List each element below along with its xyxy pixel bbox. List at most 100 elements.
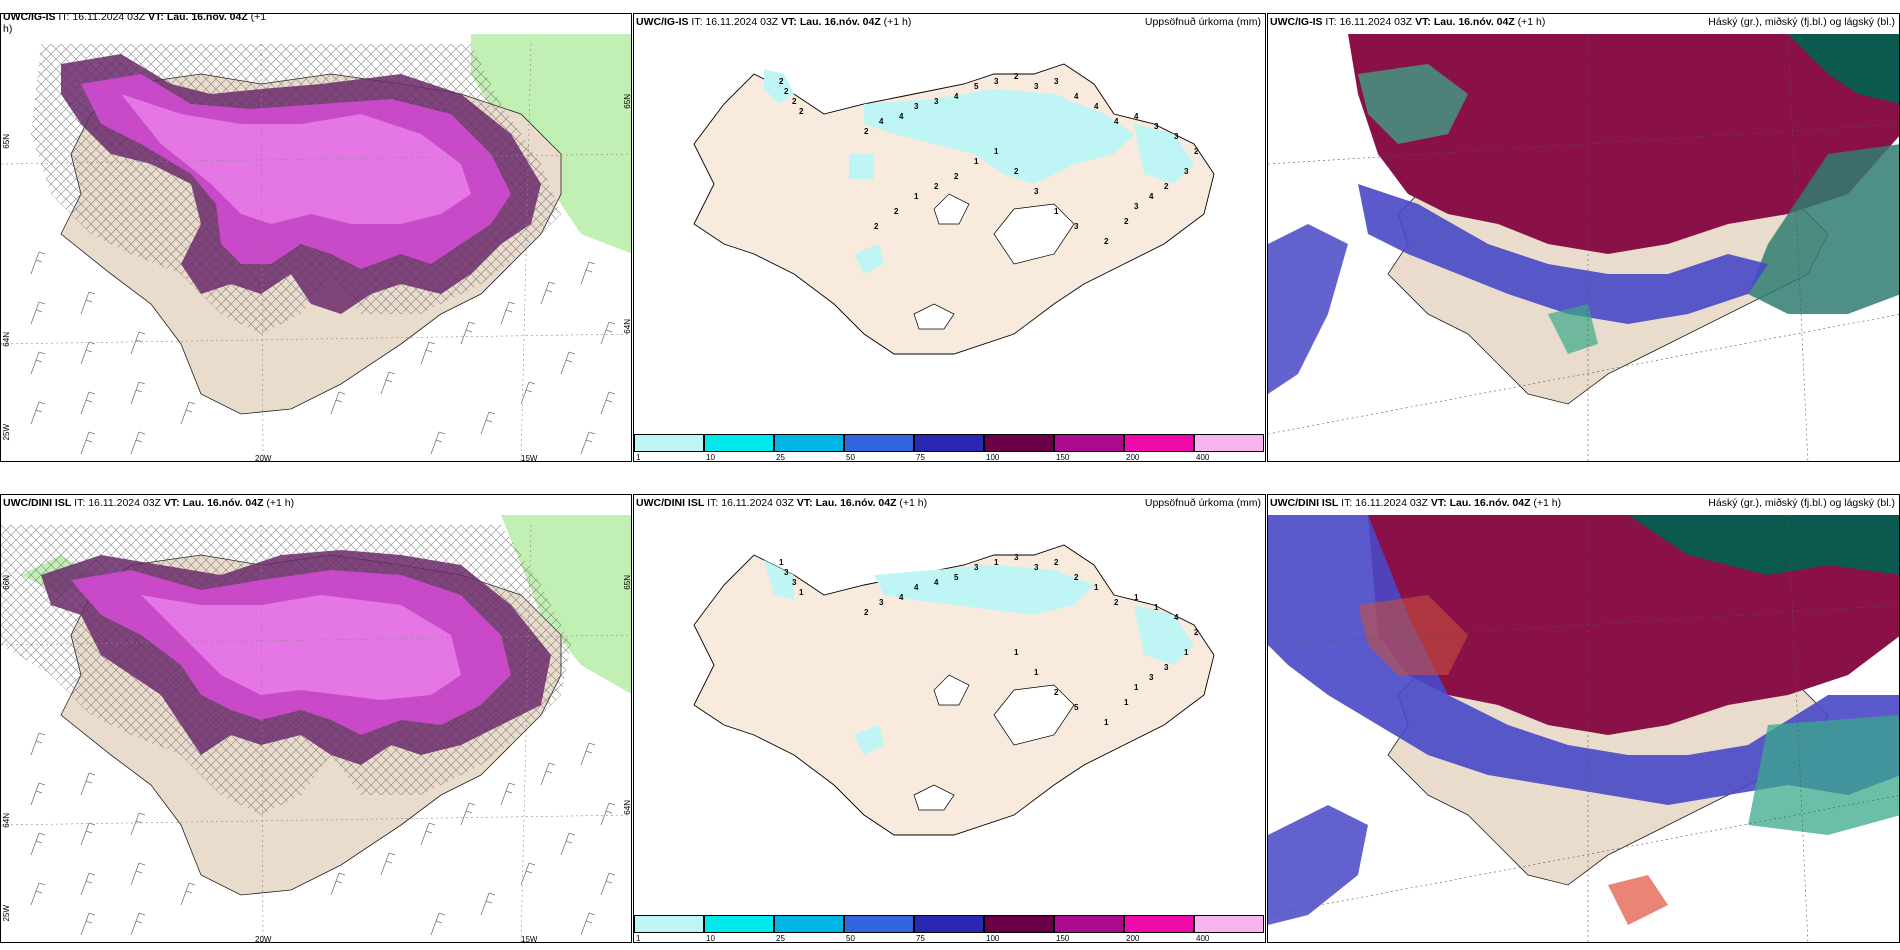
- precip-value-label: 1: [994, 147, 999, 156]
- panel-title: UWC/DINI ISL IT: 16.11.2024 03Z VT: Lau.…: [3, 497, 294, 509]
- precip-wind-map: [1, 495, 631, 942]
- precip-shade-3: [1134, 605, 1194, 665]
- precip-value-label: 1: [974, 157, 979, 166]
- lat-label-65n: 65N: [2, 134, 11, 149]
- precip-value-label: 2: [1114, 598, 1119, 607]
- glacier-3: [913, 303, 955, 330]
- colorbar-swatch: [1124, 915, 1194, 933]
- vt-value: Lau. 16.nóv. 04Z: [166, 13, 248, 23]
- colorbar-level-label: 75: [916, 934, 925, 943]
- precip-value-label: 1: [1134, 593, 1139, 602]
- colorbar-swatch: [984, 915, 1054, 933]
- it-label: IT:: [74, 497, 86, 509]
- precip-value-label: 3: [1014, 553, 1019, 562]
- precip-value-label: 4: [1134, 112, 1139, 121]
- panel-top-left: UWC/IG-IS IT: 16.11.2024 03Z VT: Lau. 16…: [0, 13, 632, 462]
- colorbar-swatch: [844, 434, 914, 452]
- colorbar-level-label: 400: [1196, 453, 1210, 462]
- precip-shade-3: [1134, 124, 1194, 184]
- it-value: 16.11.2024 03Z: [88, 497, 161, 509]
- glacier-2: [933, 674, 970, 706]
- colorbar-level-label: 200: [1126, 453, 1140, 462]
- colorbar-swatch: [914, 915, 984, 933]
- lead-time: (+1 h): [266, 497, 295, 509]
- precip-value-label: 3: [994, 77, 999, 86]
- it-label: IT:: [1325, 16, 1337, 28]
- precip-value-label: 2: [934, 182, 939, 191]
- field-title: Uppsöfnuð úrkoma (mm): [1144, 497, 1261, 509]
- precip-value-label: 1: [779, 558, 784, 567]
- it-label: IT:: [707, 497, 719, 509]
- precip-value-label: 3: [914, 102, 919, 111]
- precip-value-label: 5: [974, 82, 979, 91]
- precip-value-label: 2: [864, 608, 869, 617]
- precip-value-label: 1: [1054, 207, 1059, 216]
- lat-label-right-65n: 65N: [623, 575, 632, 590]
- colorbar-swatch: [704, 915, 774, 933]
- glacier-2: [933, 193, 970, 225]
- colorbar-level-label: 400: [1196, 934, 1210, 943]
- precip-value-label: 3: [1164, 663, 1169, 672]
- precip-shade-5: [854, 244, 884, 274]
- precip-value-label: 2: [1194, 628, 1199, 637]
- precip-value-label: 2: [799, 107, 804, 116]
- precip-value-label: 3: [879, 598, 884, 607]
- precip-value-label: 1: [1034, 668, 1039, 677]
- lon-label-15w: 15W: [521, 454, 538, 462]
- lat-label-66n: 66N: [2, 575, 11, 590]
- it-label: IT:: [1341, 497, 1353, 509]
- panel-title: UWC/IG-IS IT: 16.11.2024 03Z VT: Lau. 16…: [3, 13, 266, 35]
- model-name: UWC/DINI ISL: [1270, 497, 1339, 509]
- vt-label: VT:: [148, 13, 164, 23]
- colorbar-swatch: [914, 434, 984, 452]
- colorbar-level-label: 150: [1056, 934, 1070, 943]
- high-cloud-green: [1788, 34, 1899, 104]
- lat-label-64n: 64N: [2, 813, 11, 828]
- vt-value: Lau. 16.nóv. 04Z: [815, 497, 897, 509]
- vt-value: Lau. 16.nóv. 04Z: [799, 16, 881, 28]
- colorbar-swatch: [704, 434, 774, 452]
- precip-value-label: 1: [1104, 718, 1109, 727]
- lead-time: (+1 h): [883, 16, 912, 28]
- vt-label: VT:: [1415, 16, 1431, 28]
- colorbar-level-label: 100: [986, 934, 1000, 943]
- precip-shade-2: [864, 89, 1134, 184]
- lead-time: (+1 h): [899, 497, 928, 509]
- precip-value-label: 4: [899, 593, 904, 602]
- precip-value-label: 2: [792, 97, 797, 106]
- colorbar-level-label: 1: [636, 934, 641, 943]
- precip-value-label: 2: [1014, 72, 1019, 81]
- precip-shade-4: [854, 725, 884, 755]
- model-name: UWC/DINI ISL: [636, 497, 705, 509]
- precip-value-label: 4: [954, 92, 959, 101]
- precip-value-label: 2: [1054, 688, 1059, 697]
- precip-value-label: 4: [899, 112, 904, 121]
- model-name: UWC/IG-IS: [1270, 16, 1323, 28]
- precip-shade-4: [849, 154, 874, 179]
- model-name: UWC/DINI ISL: [3, 497, 72, 509]
- precip-shade-2: [874, 565, 1094, 615]
- lon-label-25w: 25W: [2, 905, 11, 922]
- panel-title: UWC/IG-IS IT: 16.11.2024 03Z VT: Lau. 16…: [1270, 16, 1545, 28]
- panel-title: UWC/DINI ISL IT: 16.11.2024 03Z VT: Lau.…: [1270, 497, 1561, 509]
- lat-label-64n: 64N: [2, 332, 11, 347]
- cloud-cover-map: [1268, 495, 1899, 942]
- lat-label-right-64n: 64N: [623, 800, 632, 815]
- colorbar-level-label: 75: [916, 453, 925, 462]
- panel-bottom-right: UWC/DINI ISL IT: 16.11.2024 03Z VT: Lau.…: [1267, 494, 1900, 943]
- lon-label-20w: 20W: [255, 935, 272, 943]
- it-label: IT:: [691, 16, 703, 28]
- precip-value-label: 4: [934, 578, 939, 587]
- precip-value-label: 3: [1034, 563, 1039, 572]
- precip-value-label: 3: [1154, 122, 1159, 131]
- colorbar-swatch: [634, 434, 704, 452]
- precip-value-label: 1: [1184, 648, 1189, 657]
- vt-value: Lau. 16.nóv. 04Z: [1449, 497, 1531, 509]
- precip-shade-1: [764, 69, 794, 104]
- it-value: 16.11.2024 03Z: [1355, 497, 1428, 509]
- glacier-3: [913, 784, 955, 811]
- lon-label-25w: 25W: [2, 424, 11, 441]
- colorbar-level-label: 25: [776, 453, 785, 462]
- high-cloud-green: [1628, 515, 1899, 575]
- mid-cloud-red: [1348, 34, 1899, 254]
